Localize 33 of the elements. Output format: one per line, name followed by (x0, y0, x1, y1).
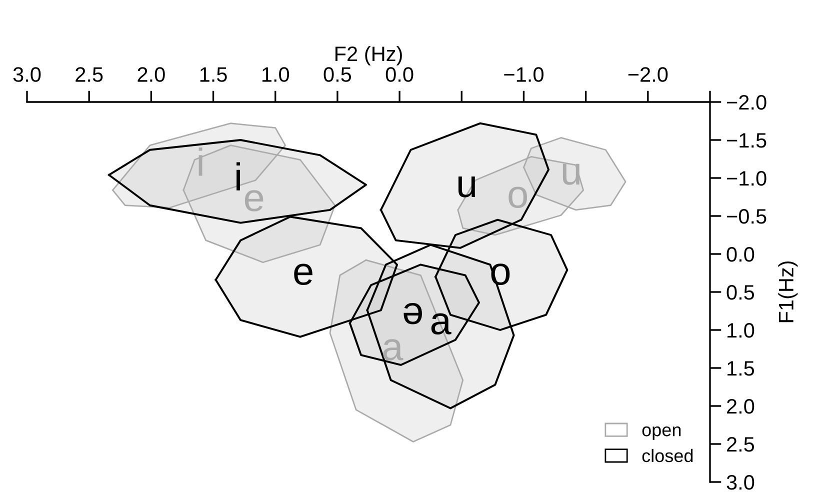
annotation: ə (404, 302, 422, 324)
x-tick-label: 1.0 (262, 67, 290, 82)
x-tick-label: 2.0 (138, 67, 165, 82)
x-tick-label: 0.5 (324, 67, 352, 82)
annotation: e (294, 264, 312, 286)
annotation: o (508, 186, 528, 208)
annotation: e (244, 190, 264, 212)
x-tick-label: 2.5 (76, 67, 103, 82)
legend-label: closed (642, 448, 693, 462)
y-tick-label: 1.5 (728, 361, 754, 376)
y-tick-label: 2.0 (727, 399, 754, 414)
x-axis-title: F2 (Hz) (335, 46, 402, 66)
y-tick-label: −2.0 (727, 95, 766, 110)
y-tick-label: −1.5 (727, 133, 766, 148)
y-tick-label: 0.5 (726, 285, 754, 300)
y-tick-label: 0.0 (726, 247, 754, 262)
y-tick-label: 2.5 (727, 437, 754, 452)
y-tick-label: 1.0 (728, 323, 754, 338)
annotation: i (236, 162, 240, 190)
y-tick-label: −0.5 (727, 209, 766, 224)
y-axis-title: F1(Hz) (778, 261, 798, 322)
annotation: a (383, 339, 404, 360)
x-tick-label: 3.0 (13, 67, 41, 82)
x-tick-label: −1.0 (504, 67, 544, 82)
x-tick-label: 0.0 (386, 67, 414, 82)
annotation: u (458, 176, 475, 198)
y-tick-label: 3.0 (726, 475, 754, 490)
y-tick-label: −1.0 (727, 171, 766, 186)
legend-label: open (642, 426, 681, 440)
annotation: a (431, 313, 452, 335)
annotation: i (198, 148, 202, 176)
x-tick-label: 1.5 (200, 67, 227, 82)
x-tick-label: −2.0 (628, 67, 668, 82)
